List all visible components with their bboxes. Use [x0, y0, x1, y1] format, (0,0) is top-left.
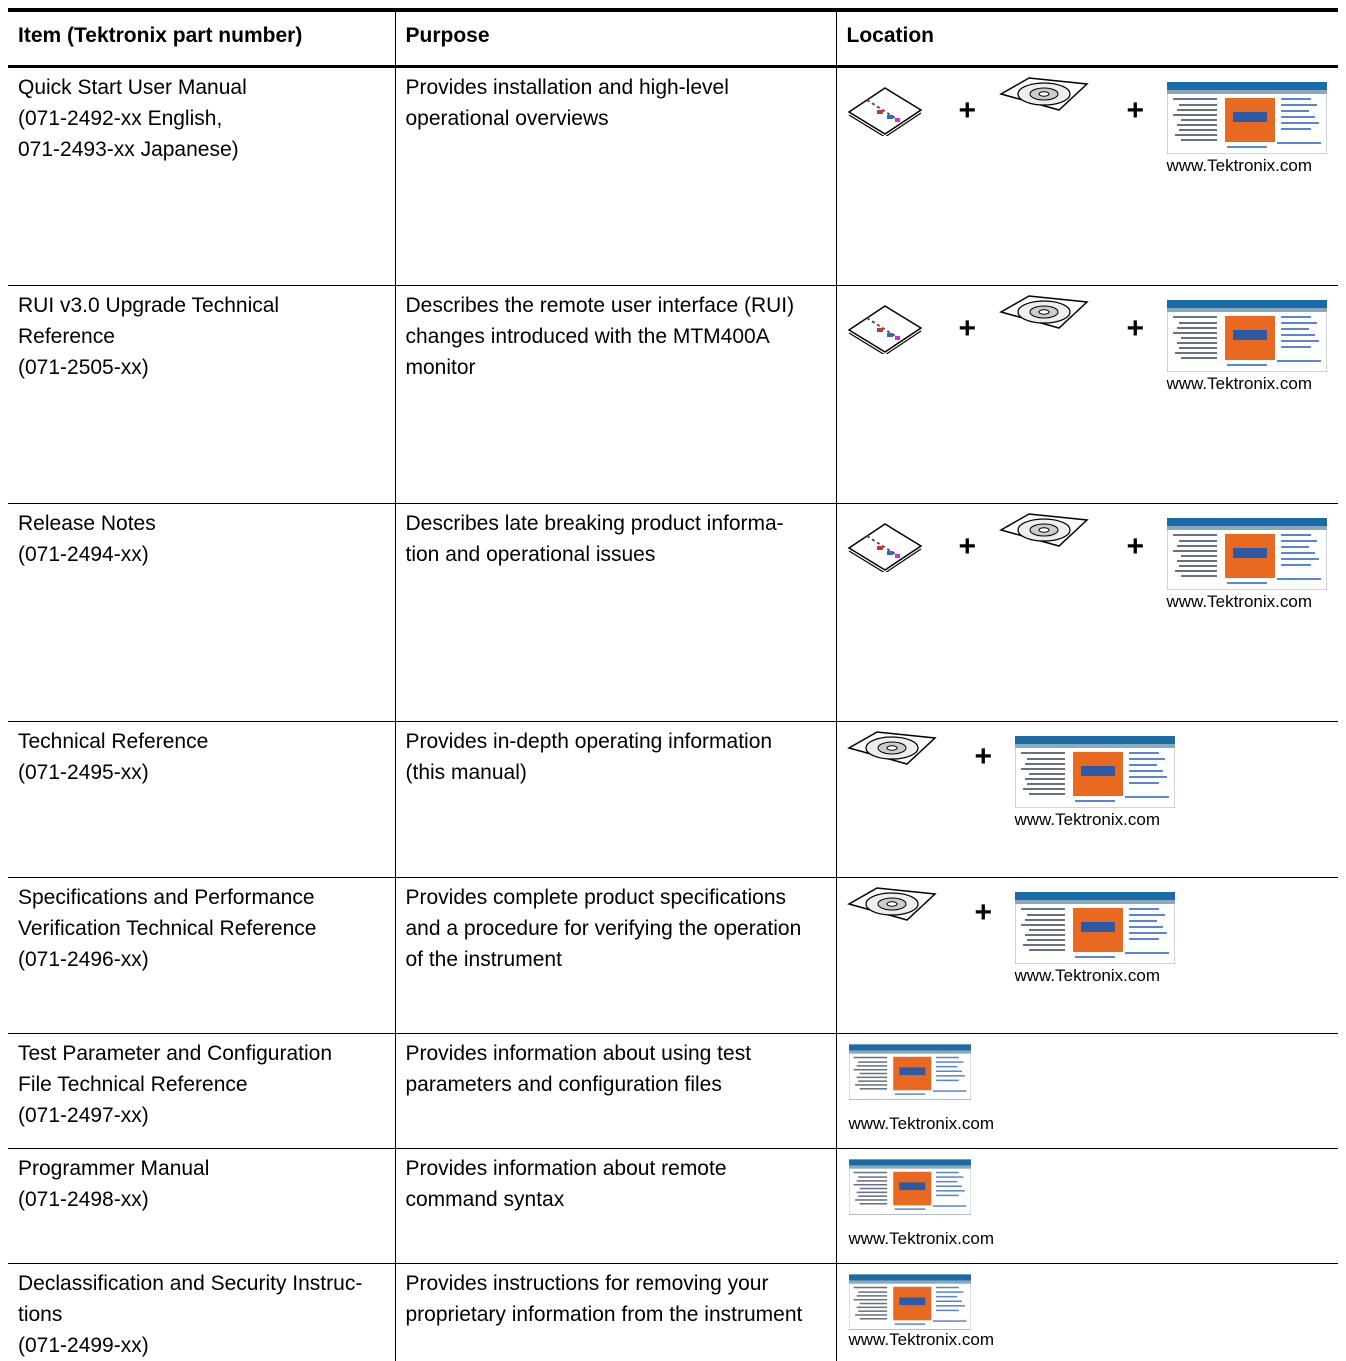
- item-cell: Test Parameter and Configuration File Te…: [8, 1034, 395, 1149]
- location-cell: + www.Tektronix.com: [836, 722, 1338, 878]
- url: www.Tektronix.com: [1167, 374, 1312, 394]
- item-cell: Programmer Manual (071-2498-xx): [8, 1149, 395, 1264]
- row: Programmer Manual (071-2498-xx) Provides…: [8, 1149, 1338, 1264]
- location-cell: www.Tektronix.com: [836, 1149, 1338, 1264]
- web-icon: [849, 1274, 971, 1330]
- document: Item (Tektronix part number) Purpose Loc…: [8, 8, 1338, 1361]
- row: Quick Start User Manual (071-2492-xx Eng…: [8, 67, 1338, 286]
- location-cell: www.Tektronix.com: [836, 1034, 1338, 1149]
- purpose-cell: Provides information about using test pa…: [395, 1034, 836, 1149]
- cd-icon: [847, 886, 937, 922]
- purpose-cell: Provides installation and high-level ope…: [395, 67, 836, 286]
- location-cell: + www.Tektronix.com: [836, 878, 1338, 1034]
- plus: +: [975, 742, 993, 772]
- header-cell: Location: [836, 10, 1338, 67]
- purpose-cell: Describes the remote user interface (RUI…: [395, 286, 836, 504]
- item-cell: Release Notes (071-2494-xx): [8, 504, 395, 722]
- purpose-cell: Provides instructions for removing your …: [395, 1264, 836, 1361]
- row: Release Notes (071-2494-xx) Describes la…: [8, 504, 1338, 722]
- web-icon: [1015, 892, 1175, 964]
- header-cell: Item (Tektronix part number): [8, 10, 395, 67]
- item-cell: Declassification and Security Instruc- t…: [8, 1264, 395, 1361]
- web-icon: [1015, 736, 1175, 808]
- item-cell: Quick Start User Manual (071-2492-xx Eng…: [8, 67, 395, 286]
- url: www.Tektronix.com: [1167, 592, 1312, 612]
- cd-icon: [999, 512, 1089, 548]
- location-cell: + + www.Tektronix.com: [836, 286, 1338, 504]
- item-cell: Specifications and Performance Verificat…: [8, 878, 395, 1034]
- plus: +: [959, 96, 977, 126]
- row: Declassification and Security Instruc- t…: [8, 1264, 1338, 1361]
- web-icon: [849, 1159, 971, 1215]
- header-cell: Purpose: [395, 10, 836, 67]
- row: Test Parameter and Configuration File Te…: [8, 1034, 1338, 1149]
- url: www.Tektronix.com: [1015, 810, 1160, 830]
- plus: +: [1127, 96, 1145, 126]
- location-cell: + + www.Tektronix.com: [836, 504, 1338, 722]
- purpose-cell: Describes late breaking product informa-…: [395, 504, 836, 722]
- manual-icon: [847, 304, 923, 354]
- row: Technical Reference (071-2495-xx) Provid…: [8, 722, 1338, 878]
- url: www.Tektronix.com: [1015, 966, 1160, 986]
- location-cell: + + www.Tektronix.com: [836, 67, 1338, 286]
- web-icon: [849, 1044, 971, 1100]
- plus: +: [959, 314, 977, 344]
- item-cell: RUI v3.0 Upgrade Technical Reference (07…: [8, 286, 395, 504]
- cd-icon: [999, 76, 1089, 112]
- url: www.Tektronix.com: [1167, 156, 1312, 176]
- item-cell: Technical Reference (071-2495-xx): [8, 722, 395, 878]
- plus: +: [959, 532, 977, 562]
- cd-icon: [847, 730, 937, 766]
- purpose-cell: Provides complete product specifications…: [395, 878, 836, 1034]
- plus: +: [1127, 532, 1145, 562]
- location-cell: www.Tektronix.com: [836, 1264, 1338, 1361]
- web-icon: [1167, 300, 1327, 372]
- documentation-table: Item (Tektronix part number) Purpose Loc…: [8, 8, 1338, 1361]
- row: Specifications and Performance Verificat…: [8, 878, 1338, 1034]
- manual-icon: [847, 522, 923, 572]
- cd-icon: [999, 294, 1089, 330]
- url: www.Tektronix.com: [849, 1114, 994, 1134]
- plus: +: [975, 898, 993, 928]
- purpose-cell: Provides in-depth operating information …: [395, 722, 836, 878]
- header-row: Item (Tektronix part number) Purpose Loc…: [8, 10, 1338, 67]
- web-icon: [1167, 82, 1327, 154]
- url: www.Tektronix.com: [849, 1330, 994, 1350]
- manual-icon: [847, 86, 923, 136]
- url: www.Tektronix.com: [849, 1229, 994, 1249]
- web-icon: [1167, 518, 1327, 590]
- purpose-cell: Provides information about remote comman…: [395, 1149, 836, 1264]
- plus: +: [1127, 314, 1145, 344]
- row: RUI v3.0 Upgrade Technical Reference (07…: [8, 286, 1338, 504]
